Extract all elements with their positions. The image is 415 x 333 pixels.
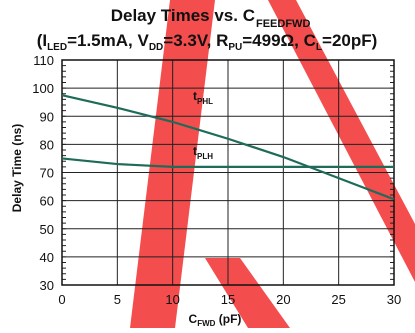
chart-title: Delay Times vs. C xyxy=(111,6,255,25)
subtitle-subscript: DD xyxy=(149,42,163,53)
y-tick-label: 60 xyxy=(40,194,54,209)
axes: 30 40 50 60 70 80 90 100 110 0 5 10 15 20 25 30 xyxy=(32,53,401,307)
subtitle-part: =499Ω, C xyxy=(242,31,316,50)
series-label-tPLH: tPLH xyxy=(193,144,213,161)
x-tick-label: 30 xyxy=(387,292,401,307)
x-tick-label: 0 xyxy=(58,292,65,307)
y-tick-label: 110 xyxy=(33,53,54,68)
x-tick-label: 5 xyxy=(114,292,121,307)
plot-frame xyxy=(61,59,395,286)
x-axis-label: CFWD (pF) xyxy=(189,312,242,328)
series-line-tPHL xyxy=(61,94,395,201)
subtitle-part: =20pF) xyxy=(322,31,377,50)
series xyxy=(61,94,395,201)
y-tick-label: 90 xyxy=(40,109,54,124)
x-axis-label-unit: (pF) xyxy=(215,312,241,326)
y-tick-label: 70 xyxy=(40,166,54,181)
x-axis-label-sub: FWD xyxy=(197,319,215,328)
x-axis-label-main: C xyxy=(189,312,198,326)
y-tick-label: 100 xyxy=(32,81,54,96)
chart-title-subscript: FEEDFWD xyxy=(256,18,310,30)
y-axis-label: Delay Time (ns) xyxy=(10,124,24,212)
subtitle-subscript: L xyxy=(316,42,322,53)
x-tick-label: 25 xyxy=(331,292,345,307)
subtitle-subscript: PU xyxy=(228,42,242,53)
series-label-sub: PHL xyxy=(197,97,213,106)
series-label-sub: PLH xyxy=(197,152,213,161)
subtitle-subscript: LED xyxy=(47,42,67,53)
subtitle-part: (I xyxy=(37,31,47,50)
y-tick-label: 80 xyxy=(40,137,54,152)
y-tick-label: 30 xyxy=(40,278,54,293)
subtitle-part: =1.5mA, V xyxy=(67,31,149,50)
series-label-main: t xyxy=(193,89,197,103)
watermark-stroke-right xyxy=(268,0,415,282)
x-tick-label: 15 xyxy=(221,292,235,307)
series-label-tPHL: tPHL xyxy=(193,89,213,106)
grid xyxy=(61,59,395,286)
series-label-main: t xyxy=(193,144,197,158)
x-tick-label: 20 xyxy=(276,292,290,307)
chart-title-main: Delay Times vs. C xyxy=(111,6,255,25)
x-tick-label: 10 xyxy=(165,292,179,307)
y-tick-label: 40 xyxy=(40,250,54,265)
series-line-tPLH xyxy=(61,157,394,168)
watermark-stroke-lower xyxy=(205,258,290,328)
chart-subtitle: (ILED​=1.5mA, VDD​=3.3V, RPU​=499Ω, CL​=… xyxy=(37,31,378,53)
y-tick-label: 50 xyxy=(40,222,54,237)
subtitle-part: =3.3V, R xyxy=(163,31,228,50)
